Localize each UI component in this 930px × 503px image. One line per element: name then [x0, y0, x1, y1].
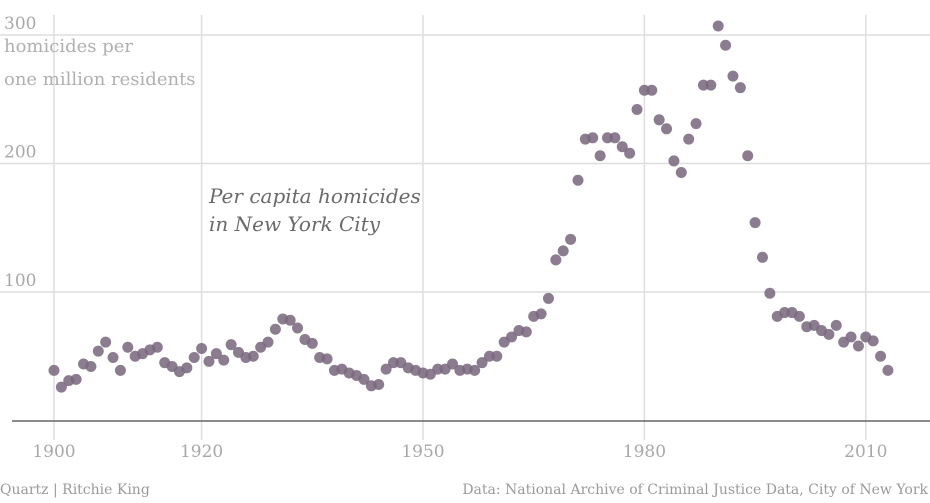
data-point-1968 — [550, 254, 562, 266]
data-point-1923 — [218, 354, 230, 366]
data-point-2005 — [823, 328, 835, 340]
data-point-1921 — [203, 355, 215, 367]
data-point-1935 — [306, 337, 318, 349]
data-point-1982 — [653, 114, 665, 126]
data-point-1992 — [727, 70, 739, 82]
data-point-1932 — [284, 314, 296, 326]
data-point-1994 — [742, 150, 754, 162]
data-point-1978 — [624, 147, 636, 159]
x-tick-label: 1950 — [401, 442, 444, 462]
footer-credit: Quartz | Ritchie King — [0, 482, 150, 498]
data-point-1918 — [181, 362, 193, 374]
data-point-1995 — [749, 217, 761, 229]
data-point-1985 — [675, 166, 687, 178]
x-tick-label: 2010 — [844, 442, 887, 462]
y-tick-label: 200 — [4, 143, 36, 163]
data-point-2009 — [852, 340, 864, 352]
data-point-1909 — [114, 364, 126, 376]
data-point-1907 — [100, 336, 112, 348]
data-point-1989 — [705, 79, 717, 91]
data-point-1970 — [565, 233, 577, 245]
data-point-1920 — [196, 343, 208, 355]
data-point-1990 — [712, 20, 724, 32]
data-point-1976 — [609, 132, 621, 144]
data-point-1996 — [756, 251, 768, 263]
data-point-2001 — [793, 310, 805, 322]
data-point-1966 — [535, 308, 547, 320]
data-point-1974 — [594, 150, 606, 162]
data-point-2011 — [867, 335, 879, 347]
data-point-1933 — [292, 322, 304, 334]
y-tick-labels: 100 200 300 — [4, 14, 36, 291]
data-point-2013 — [882, 364, 894, 376]
x-tick-label: 1920 — [180, 442, 223, 462]
data-point-1983 — [661, 123, 673, 135]
x-tick-label: 1900 — [32, 442, 75, 462]
data-point-1962 — [506, 331, 518, 343]
data-point-1977 — [616, 141, 628, 153]
data-point-1914 — [151, 341, 163, 353]
data-point-2012 — [875, 350, 887, 362]
data-point-1984 — [668, 155, 680, 167]
data-point-1957 — [469, 364, 481, 376]
data-point-1993 — [734, 82, 746, 94]
data-point-1986 — [683, 133, 695, 145]
x-tick-labels: 1900 1920 1950 1980 2010 — [32, 442, 887, 462]
data-point-1991 — [720, 39, 732, 51]
footer-source: Data: National Archive of Criminal Justi… — [462, 482, 928, 498]
data-point-1905 — [85, 361, 97, 373]
y-axis-label-line-1: homicides per — [4, 36, 133, 57]
data-point-1973 — [587, 132, 599, 144]
data-point-1906 — [92, 345, 104, 357]
data-points — [48, 20, 894, 393]
data-point-1971 — [572, 174, 584, 186]
data-point-1903 — [70, 373, 82, 385]
data-point-1927 — [247, 350, 259, 362]
data-point-1997 — [764, 287, 776, 299]
data-point-2008 — [845, 331, 857, 343]
y-tick-label: 100 — [4, 271, 36, 291]
data-point-1901 — [55, 381, 67, 393]
data-point-1942 — [358, 373, 370, 385]
data-point-1967 — [542, 292, 554, 304]
data-point-1981 — [646, 84, 658, 96]
data-point-1969 — [557, 245, 569, 257]
data-point-1910 — [122, 341, 134, 353]
data-point-1922 — [210, 348, 222, 360]
data-point-1900 — [48, 364, 60, 376]
chart-title-line-1: Per capita homicides — [208, 184, 421, 208]
data-point-1979 — [631, 104, 643, 116]
data-point-1930 — [269, 323, 281, 335]
data-point-1919 — [188, 352, 200, 364]
data-point-1987 — [690, 118, 702, 130]
data-point-2006 — [830, 319, 842, 331]
data-point-1908 — [107, 352, 119, 364]
data-point-1944 — [373, 379, 385, 391]
y-tick-label: 300 — [4, 14, 36, 34]
data-point-1958 — [476, 357, 488, 369]
chart-title-line-2: in New York City — [209, 212, 381, 236]
data-point-1924 — [225, 339, 237, 351]
data-point-1954 — [447, 358, 459, 370]
data-point-1945 — [380, 363, 392, 375]
x-tick-label: 1980 — [623, 442, 666, 462]
data-point-1937 — [321, 353, 333, 365]
y-axis-label-line-2: one million residents — [4, 69, 196, 90]
data-point-1929 — [262, 336, 274, 348]
data-point-1964 — [520, 326, 532, 338]
data-point-1960 — [491, 350, 503, 362]
